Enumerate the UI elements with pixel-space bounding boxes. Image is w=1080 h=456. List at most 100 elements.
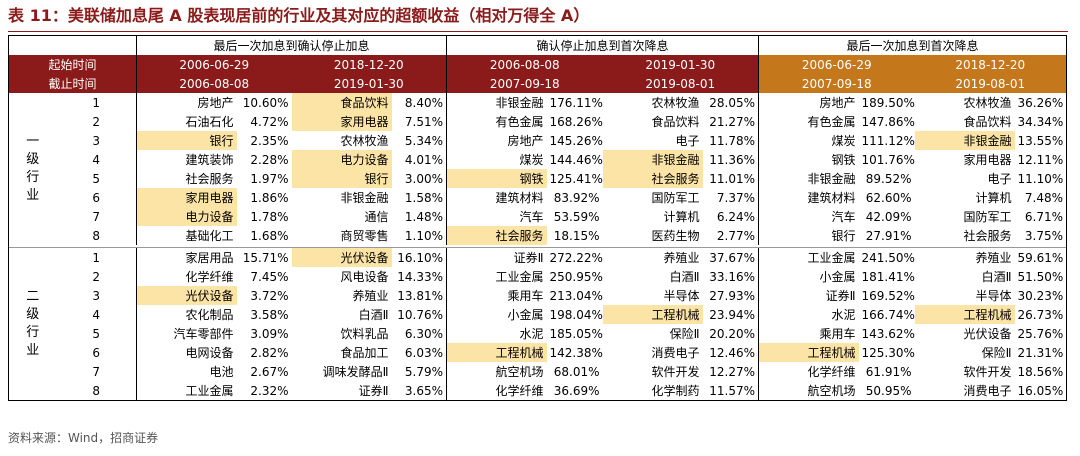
industry-cell: 建筑材料 bbox=[758, 188, 859, 207]
return-cell: 6.71% bbox=[1014, 207, 1068, 226]
return-cell: 62.60% bbox=[865, 190, 912, 205]
industry-cell: 养殖业 bbox=[352, 288, 389, 303]
industry-cell: 银行 bbox=[136, 131, 237, 150]
industry-cell: 有色金属 bbox=[758, 112, 859, 131]
industry-cell: 光伏设备 bbox=[136, 286, 237, 305]
industry-cell: 工程机械 bbox=[914, 305, 1015, 324]
return-cell: 6.03% bbox=[404, 345, 444, 360]
return-cell: 42.09% bbox=[865, 209, 912, 224]
industry-cell: 非银金融 bbox=[758, 169, 859, 188]
return-cell: 176.11% bbox=[549, 95, 603, 110]
category-label: 二级行业 bbox=[8, 247, 57, 401]
return-cell: 10.60% bbox=[242, 95, 289, 110]
industry-cell: 电网设备 bbox=[136, 343, 237, 362]
return-cell: 26.73% bbox=[1014, 305, 1068, 324]
industry-cell: 乘用车 bbox=[446, 286, 547, 305]
category-char: 级 bbox=[26, 307, 40, 322]
industry-cell: 煤炭 bbox=[758, 131, 859, 150]
industry-cell: 银行 bbox=[291, 169, 392, 188]
rank-cell: 7 bbox=[92, 364, 101, 379]
return-cell: 16.10% bbox=[391, 247, 447, 267]
table-row: 5 社会服务 1.97% 银行 3.00% 钢铁 125.41% 社会服务 11.01% 非银金融… bbox=[9, 169, 1068, 188]
industry-cell: 非银金融 bbox=[340, 190, 389, 205]
industry-cell: 乘用车 bbox=[758, 324, 859, 343]
return-cell: 68.01% bbox=[553, 364, 600, 379]
industry-cell: 银行 bbox=[758, 226, 859, 245]
return-cell: 3.00% bbox=[404, 171, 444, 186]
industry-cell: 食品饮料 bbox=[963, 114, 1012, 129]
industry-cell: 国防军工 bbox=[651, 190, 700, 205]
return-cell: 168.26% bbox=[549, 114, 603, 129]
industry-cell: 工业金属 bbox=[136, 381, 237, 401]
table-row: 6 电网设备 2.82% 食品加工 6.03% 工程机械 142.38% 消费电子 12.46%… bbox=[9, 343, 1068, 362]
industry-cell: 非银金融 bbox=[446, 93, 547, 112]
return-cell: 51.50% bbox=[1014, 267, 1068, 286]
industry-cell: 光伏设备 bbox=[291, 247, 392, 267]
return-cell: 18.15% bbox=[553, 228, 600, 243]
industry-cell: 证券Ⅱ bbox=[758, 286, 859, 305]
industry-cell: 白酒Ⅱ bbox=[669, 269, 700, 284]
industry-cell: 基础化工 bbox=[136, 226, 237, 245]
divider-cell bbox=[7, 245, 1068, 248]
return-cell: 125.41% bbox=[549, 171, 603, 186]
return-cell: 33.16% bbox=[709, 269, 756, 284]
rank-cell: 1 bbox=[56, 247, 137, 267]
return-cell: 1.86% bbox=[250, 190, 289, 205]
return-cell: 111.12% bbox=[861, 133, 915, 148]
table-row: 6 家用电器 1.86% 非银金融 1.58% 建筑材料 83.92% 国防军工 7.37% 建筑… bbox=[9, 188, 1068, 207]
return-cell: 25.76% bbox=[1014, 324, 1068, 343]
return-cell: 1.68% bbox=[250, 228, 289, 243]
return-cell: 1.97% bbox=[250, 171, 289, 186]
return-cell: 23.94% bbox=[709, 307, 756, 322]
return-cell: 13.81% bbox=[397, 288, 444, 303]
industry-cell: 保险Ⅱ bbox=[981, 345, 1012, 360]
date-cell: 2006-06-29 bbox=[136, 55, 292, 74]
category-char: 行 bbox=[26, 325, 40, 340]
industry-cell: 钢铁 bbox=[446, 169, 547, 188]
table-row: 2 化学纤维 7.45% 风电设备 14.33% 工业金属 250.95% 白酒Ⅱ 33.16%… bbox=[9, 267, 1068, 286]
return-cell: 3.65% bbox=[391, 381, 447, 401]
end-date-row: 截止时间 2006-08-08 2019-01-30 2007-09-18 2019-0… bbox=[8, 74, 1068, 93]
industry-cell: 农林牧渔 bbox=[651, 95, 700, 110]
return-cell: 145.26% bbox=[549, 133, 603, 148]
industry-cell: 证券Ⅱ bbox=[291, 381, 392, 401]
category-char: 一 bbox=[26, 134, 40, 149]
rank-cell: 3 bbox=[92, 288, 101, 303]
return-cell: 3.75% bbox=[1014, 226, 1068, 245]
industry-cell: 食品加工 bbox=[340, 345, 389, 360]
industry-cell: 建筑装饰 bbox=[136, 150, 237, 169]
rank-cell: 4 bbox=[92, 152, 101, 167]
return-cell: 11.10% bbox=[1014, 169, 1068, 188]
industry-cell: 食品饮料 bbox=[651, 114, 700, 129]
return-cell: 5.79% bbox=[404, 364, 444, 379]
return-cell: 59.61% bbox=[1014, 247, 1068, 267]
return-cell: 1.10% bbox=[404, 228, 444, 243]
return-cell: 15.71% bbox=[236, 247, 292, 267]
return-cell: 213.04% bbox=[549, 288, 603, 303]
industry-cell: 保险Ⅱ bbox=[669, 326, 700, 341]
return-cell: 27.91% bbox=[865, 228, 912, 243]
industry-cell: 电池 bbox=[136, 362, 237, 381]
return-cell: 21.31% bbox=[1014, 343, 1068, 362]
rank-cell: 6 bbox=[92, 345, 101, 360]
industry-cell: 化学纤维 bbox=[136, 267, 237, 286]
return-cell: 37.67% bbox=[702, 247, 759, 267]
industry-cell: 工程机械 bbox=[602, 305, 703, 324]
return-cell: 125.30% bbox=[861, 345, 915, 360]
return-cell: 11.57% bbox=[702, 381, 759, 401]
industry-cell: 汽车 bbox=[446, 207, 547, 226]
return-cell: 142.38% bbox=[549, 345, 603, 360]
return-cell: 3.09% bbox=[250, 326, 289, 341]
return-cell: 8.40% bbox=[404, 95, 444, 110]
return-cell: 34.34% bbox=[1014, 112, 1068, 131]
industry-cell: 电力设备 bbox=[291, 150, 392, 169]
rank-cell: 7 bbox=[92, 209, 101, 224]
return-cell: 7.37% bbox=[716, 190, 756, 205]
industry-cell: 计算机 bbox=[663, 209, 700, 224]
return-cell: 1.48% bbox=[404, 209, 444, 224]
category-char: 二 bbox=[26, 289, 40, 304]
return-cell: 1.78% bbox=[250, 209, 289, 224]
table-row: 7 电力设备 1.78% 通信 1.48% 汽车 53.59% 计算机 6.24% 汽车 42.09… bbox=[9, 207, 1068, 226]
return-cell: 7.51% bbox=[404, 114, 444, 129]
rank-cell: 3 bbox=[92, 133, 101, 148]
